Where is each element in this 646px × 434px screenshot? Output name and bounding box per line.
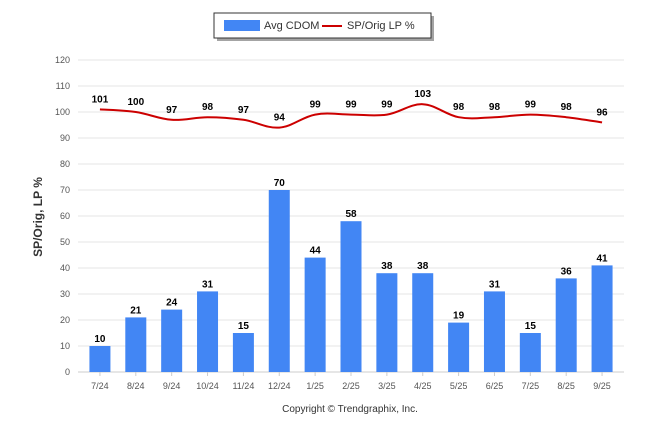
bar-value-label: 70 [274, 178, 286, 189]
y-tick-label: 70 [60, 185, 70, 195]
line-value-label: 103 [414, 89, 431, 100]
bar-value-label: 38 [381, 261, 393, 272]
y-tick-label: 120 [55, 55, 70, 65]
x-tick-label: 8/25 [557, 381, 575, 391]
line-value-label: 98 [453, 102, 465, 113]
y-tick-label: 30 [60, 289, 70, 299]
bar-2/25 [340, 221, 362, 372]
bar-value-label: 10 [94, 334, 106, 345]
legend-label-line: SP/Orig LP % [347, 20, 415, 32]
line-value-label: 94 [274, 113, 286, 124]
bar-9/24 [161, 309, 183, 372]
y-tick-label: 80 [60, 159, 70, 169]
bar-1/25 [304, 257, 326, 372]
legend[interactable]: Avg CDOM SP/Orig LP % [213, 12, 434, 41]
line-value-label: 98 [561, 102, 573, 113]
y-axis-title: SP/Orig, LP % [31, 177, 45, 257]
bar-value-label: 41 [597, 253, 609, 264]
x-tick-label: 6/25 [486, 381, 504, 391]
line-value-label: 98 [202, 102, 214, 113]
bar-value-label: 15 [525, 321, 537, 332]
line-series [99, 103, 603, 129]
line-value-label: 99 [525, 100, 537, 111]
legend-label-bar: Avg CDOM [264, 20, 319, 32]
bar-value-label: 36 [561, 266, 573, 277]
bar-value-label: 15 [238, 321, 250, 332]
y-tick-label: 10 [60, 341, 70, 351]
sp-orig-lp-line [99, 103, 603, 129]
x-tick-label: 2/25 [342, 381, 360, 391]
line-value-label: 99 [310, 100, 322, 111]
bar-value-label: 58 [345, 209, 357, 220]
y-tick-label: 110 [56, 81, 70, 91]
bar-value-label: 19 [453, 311, 465, 322]
bar-value-label: 44 [310, 246, 322, 257]
x-tick-label: 1/25 [306, 381, 324, 391]
bar-value-label: 38 [417, 261, 429, 272]
line-value-label: 100 [127, 97, 144, 108]
bar-value-label: 31 [202, 279, 214, 290]
y-tick-label: 0 [65, 367, 70, 377]
line-value-label: 96 [597, 107, 609, 118]
x-tick-label: 9/24 [163, 381, 181, 391]
y-axis-ticks: 0 10 20 30 40 50 60 70 80 90 100 110 120 [55, 55, 70, 377]
x-tick-label: 4/25 [414, 381, 432, 391]
y-tick-label: 100 [55, 107, 70, 117]
bar-7/25 [519, 333, 541, 372]
line-value-label: 99 [345, 100, 357, 111]
bar-series [89, 190, 613, 372]
x-tick-label: 11/24 [232, 381, 254, 391]
line-value-label: 101 [92, 94, 109, 105]
bar-12/24 [268, 190, 290, 372]
x-tick-label: 5/25 [450, 381, 468, 391]
copyright-footer: Copyright © Trendgraphix, Inc. [282, 404, 418, 415]
x-tick-label: 8/24 [127, 381, 145, 391]
bar-value-label: 24 [166, 298, 178, 309]
y-tick-label: 40 [60, 263, 70, 273]
x-tick-label: 9/25 [593, 381, 611, 391]
legend-swatch-bar [224, 20, 260, 31]
bar-value-label: 21 [130, 305, 142, 316]
x-tick-label: 10/24 [196, 381, 219, 391]
x-axis-ticks: 7/24 8/24 9/24 10/24 11/24 12/24 1/25 2/25 3/25 4… [91, 372, 611, 391]
y-tick-label: 50 [60, 237, 70, 247]
bar-6/25 [483, 291, 505, 372]
line-value-label: 99 [381, 100, 393, 111]
line-value-label: 97 [238, 105, 250, 116]
bar-4/25 [412, 273, 434, 372]
y-tick-label: 20 [60, 315, 70, 325]
line-value-label: 98 [489, 102, 501, 113]
bar-7/24 [89, 346, 111, 372]
bar-value-label: 31 [489, 279, 501, 290]
x-tick-label: 7/25 [522, 381, 540, 391]
bar-11/24 [232, 333, 254, 372]
bar-data-labels: 10 21 24 31 15 70 44 58 38 38 19 31 15 36 41 [94, 178, 608, 345]
x-tick-label: 12/24 [268, 381, 291, 391]
x-tick-label: 7/24 [91, 381, 109, 391]
line-data-labels: 101 100 97 98 97 94 99 99 99 103 98 98 99 98 96 [92, 89, 608, 123]
bar-3/25 [376, 273, 398, 372]
bar-9/25 [591, 265, 613, 372]
bar-8/25 [555, 278, 577, 372]
bar-10/24 [197, 291, 219, 372]
bar-5/25 [448, 322, 470, 372]
line-value-label: 97 [166, 105, 178, 116]
y-tick-label: 90 [60, 133, 70, 143]
x-tick-label: 3/25 [378, 381, 396, 391]
bar-8/24 [125, 317, 147, 372]
y-tick-label: 60 [60, 211, 70, 221]
